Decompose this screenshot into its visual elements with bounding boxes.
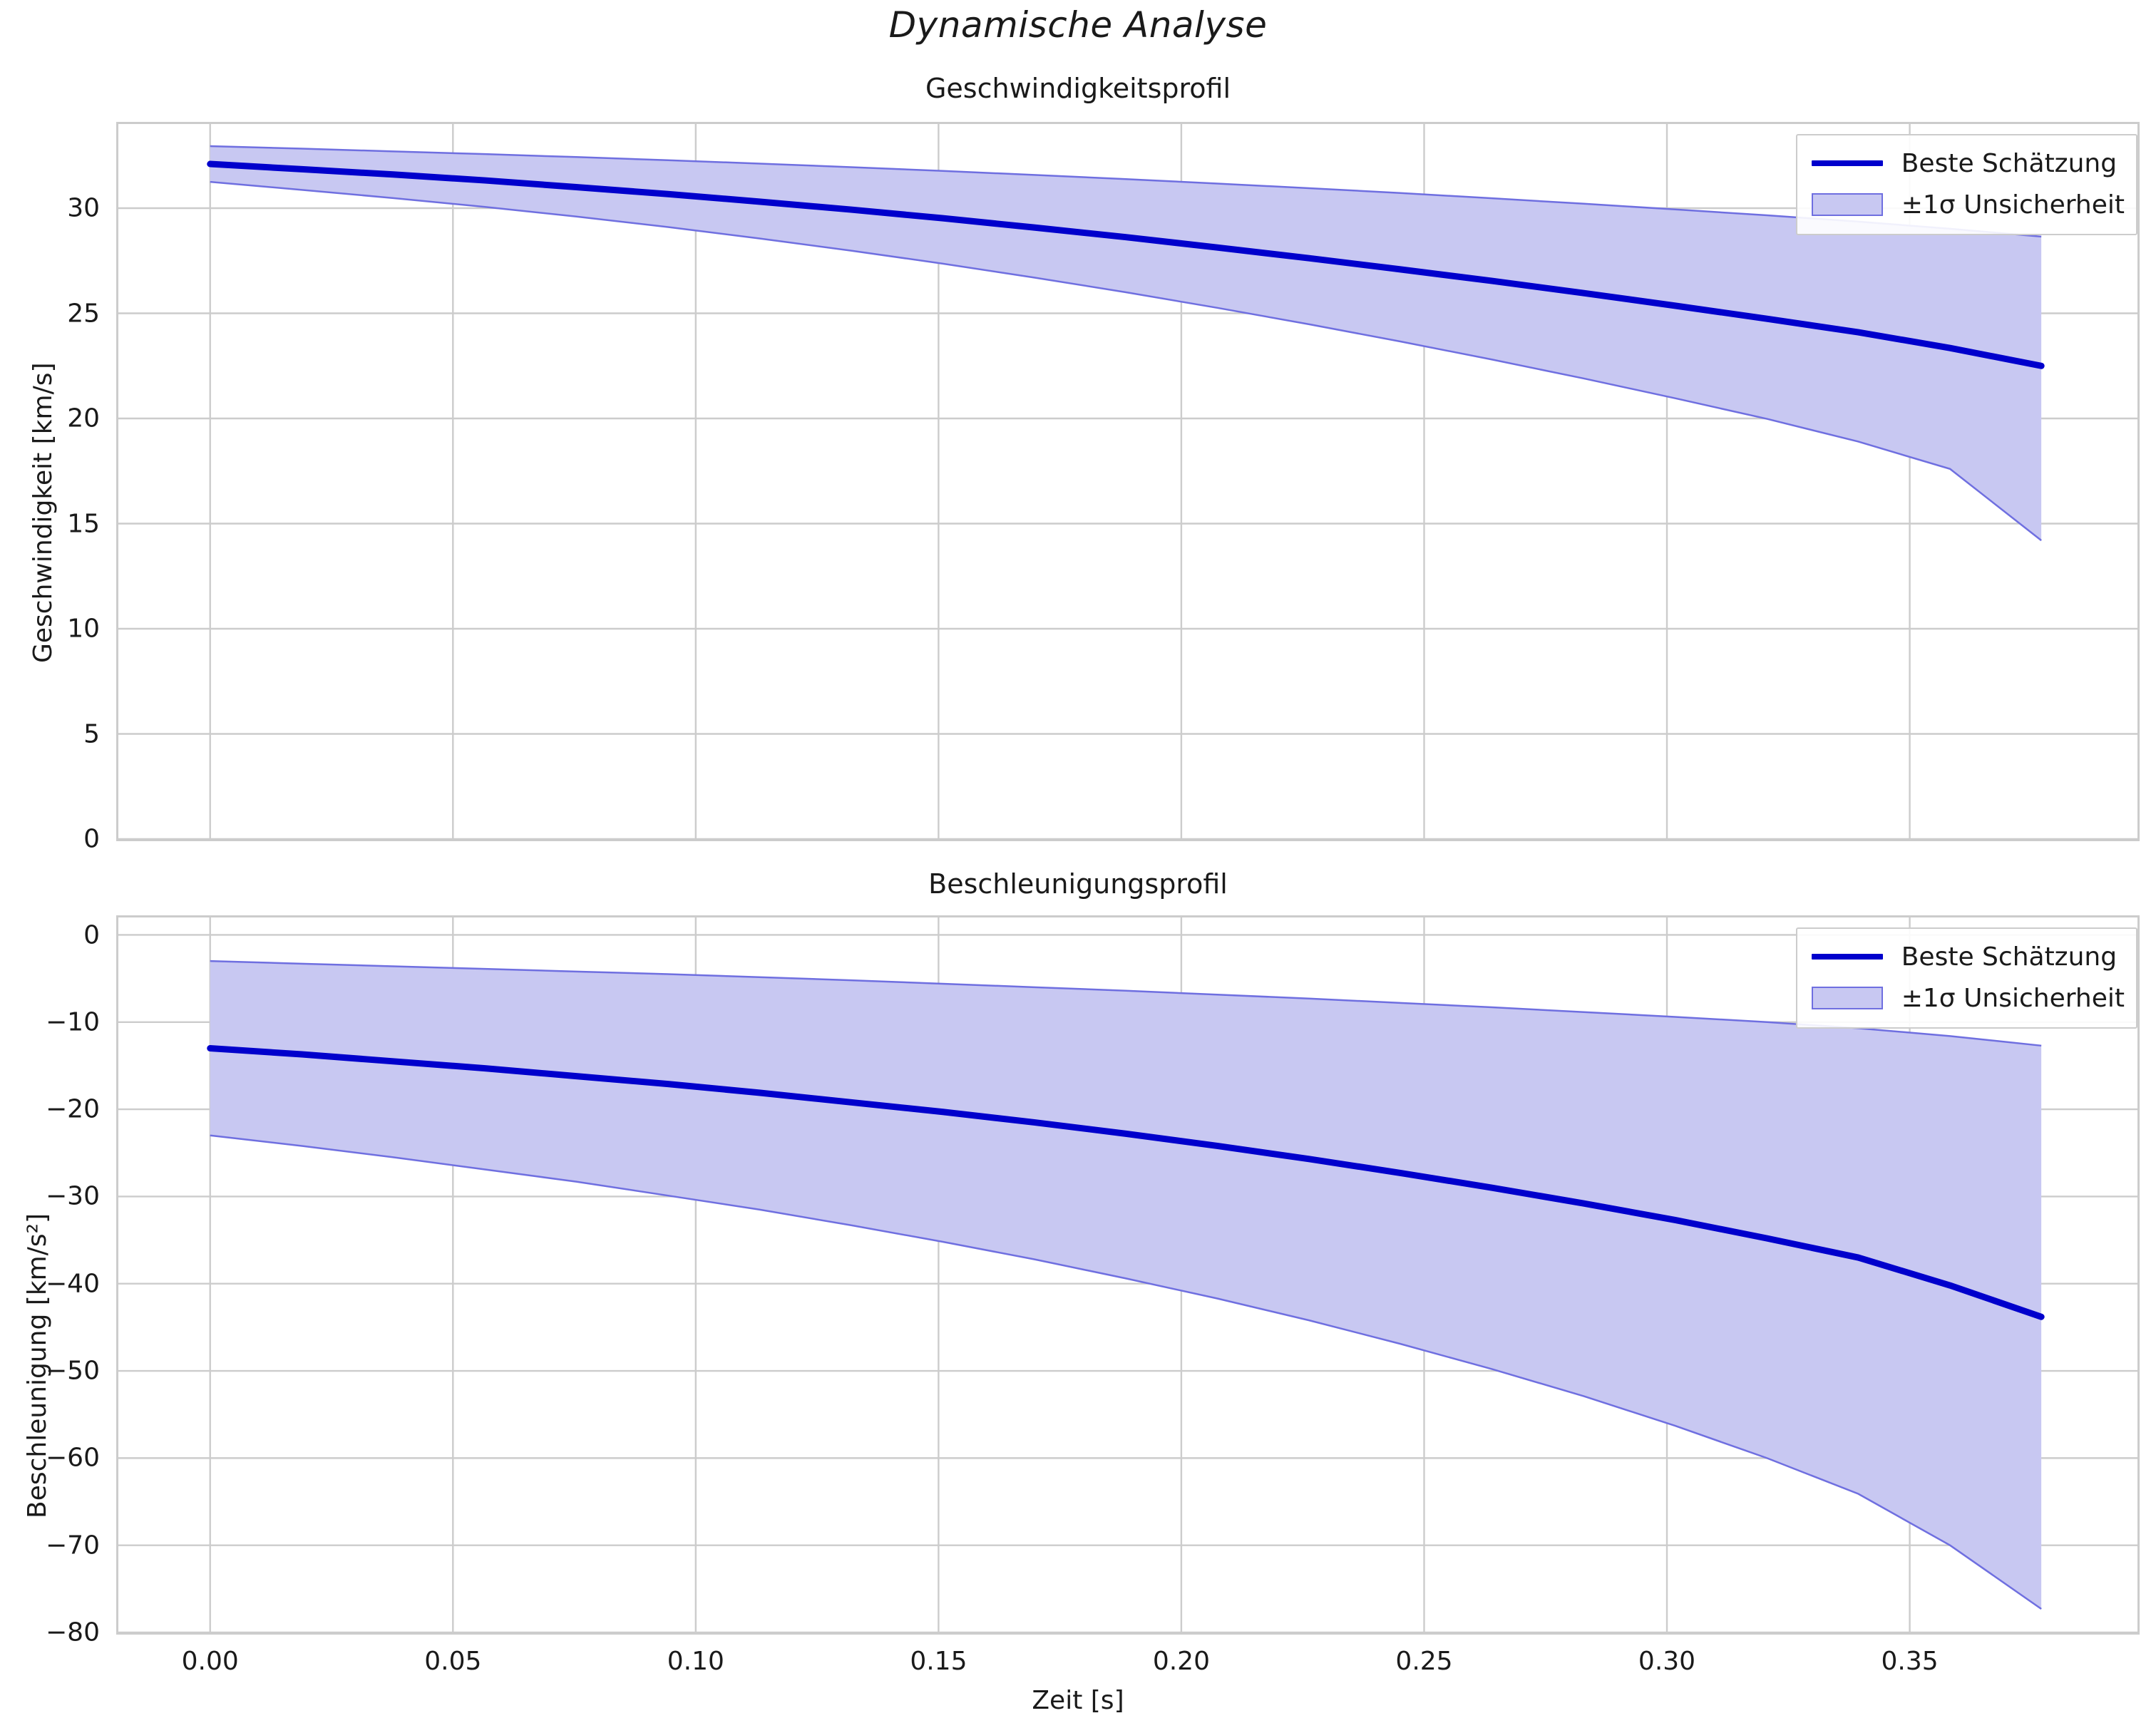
- x-tick-label: 0.00: [181, 1647, 239, 1676]
- y-tick-label: −70: [46, 1531, 100, 1560]
- y-tick-label: −40: [46, 1269, 100, 1299]
- legend-line-swatch-icon: [1809, 943, 1886, 970]
- x-tick-label: 0.05: [424, 1647, 482, 1676]
- legend-label-best-estimate: Beste Schätzung: [1901, 148, 2118, 178]
- legend-patch-swatch-icon: [1809, 984, 1886, 1012]
- legend-acceleration: Beste Schätzung ±1σ Unsicherheit: [1795, 927, 2137, 1029]
- legend-velocity: Beste Schätzung ±1σ Unsicherheit: [1795, 134, 2137, 235]
- y-tick-label: −50: [46, 1356, 100, 1386]
- plot-canvas-velocity: [118, 124, 2137, 839]
- x-tick-label: 0.30: [1638, 1647, 1696, 1676]
- figure-suptitle: Dynamische Analyse: [888, 4, 1268, 46]
- legend-row-best-estimate: Beste Schätzung: [1809, 936, 2125, 977]
- legend-row-best-estimate: Beste Schätzung: [1809, 143, 2125, 184]
- x-tick-label: 0.35: [1881, 1647, 1939, 1676]
- y-tick-label: 5: [83, 719, 100, 749]
- y-tick-label: 15: [67, 509, 100, 538]
- y-axis-label-acceleration: Beschleunigung [km/s²]: [23, 1213, 52, 1518]
- legend-label-uncertainty: ±1σ Unsicherheit: [1901, 190, 2125, 220]
- y-tick-label: 25: [67, 299, 100, 328]
- legend-line-swatch-icon: [1809, 150, 1886, 177]
- y-tick-label: 10: [67, 614, 100, 644]
- y-tick-label: −60: [46, 1443, 100, 1473]
- x-tick-labels: 0.00 0.05 0.10 0.15 0.20 0.25 0.30 0.35: [0, 1647, 2156, 1682]
- uncertainty-upper-edge-velocity: [210, 145, 2042, 238]
- y-tick-label: 0: [83, 824, 100, 854]
- legend-patch-swatch-icon: [1809, 191, 1886, 218]
- x-tick-label: 0.25: [1395, 1647, 1453, 1676]
- y-tick-label: −80: [46, 1618, 100, 1647]
- best-estimate-line-acceleration: [207, 1044, 2045, 1320]
- legend-label-uncertainty: ±1σ Unsicherheit: [1901, 983, 2125, 1013]
- subplot-title-acceleration: Beschleunigungsprofil: [928, 868, 1228, 900]
- y-tick-label: 30: [67, 193, 100, 223]
- plot-area-velocity: [116, 122, 2140, 841]
- y-tick-label: −20: [46, 1094, 100, 1124]
- x-tick-label: 0.10: [667, 1647, 724, 1676]
- y-tick-labels-velocity: 0 5 10 15 20 25 30: [0, 122, 100, 854]
- uncertainty-band-acceleration: [210, 961, 2042, 1609]
- y-tick-label: 20: [67, 403, 100, 433]
- y-tick-label: −30: [46, 1181, 100, 1211]
- uncertainty-band-velocity: [210, 145, 2042, 541]
- x-axis-label: Zeit [s]: [1032, 1686, 1124, 1715]
- y-tick-label: −10: [46, 1007, 100, 1037]
- uncertainty-upper-edge-acceleration: [210, 960, 2042, 1047]
- y-tick-labels-acceleration: 0 −10 −20 −30 −40 −50 −60 −70 −80: [0, 915, 100, 1647]
- velocity-svg: [118, 124, 2137, 839]
- subplot-title-velocity: Geschwindigkeitsprofil: [925, 73, 1231, 104]
- legend-row-uncertainty: ±1σ Unsicherheit: [1809, 184, 2125, 225]
- x-tick-label: 0.15: [910, 1647, 967, 1676]
- best-estimate-line-velocity: [207, 160, 2045, 369]
- plot-area-acceleration: [116, 915, 2140, 1635]
- legend-row-uncertainty: ±1σ Unsicherheit: [1809, 977, 2125, 1019]
- y-tick-label: 0: [83, 920, 100, 950]
- x-tick-label: 0.20: [1152, 1647, 1210, 1676]
- plot-canvas-acceleration: [118, 917, 2137, 1632]
- legend-label-best-estimate: Beste Schätzung: [1901, 942, 2118, 972]
- acceleration-svg: [118, 917, 2137, 1632]
- y-axis-label-velocity: Geschwindigkeit [km/s]: [29, 362, 58, 663]
- uncertainty-lower-edge-velocity: [210, 180, 2042, 542]
- uncertainty-lower-edge-acceleration: [210, 1134, 2042, 1610]
